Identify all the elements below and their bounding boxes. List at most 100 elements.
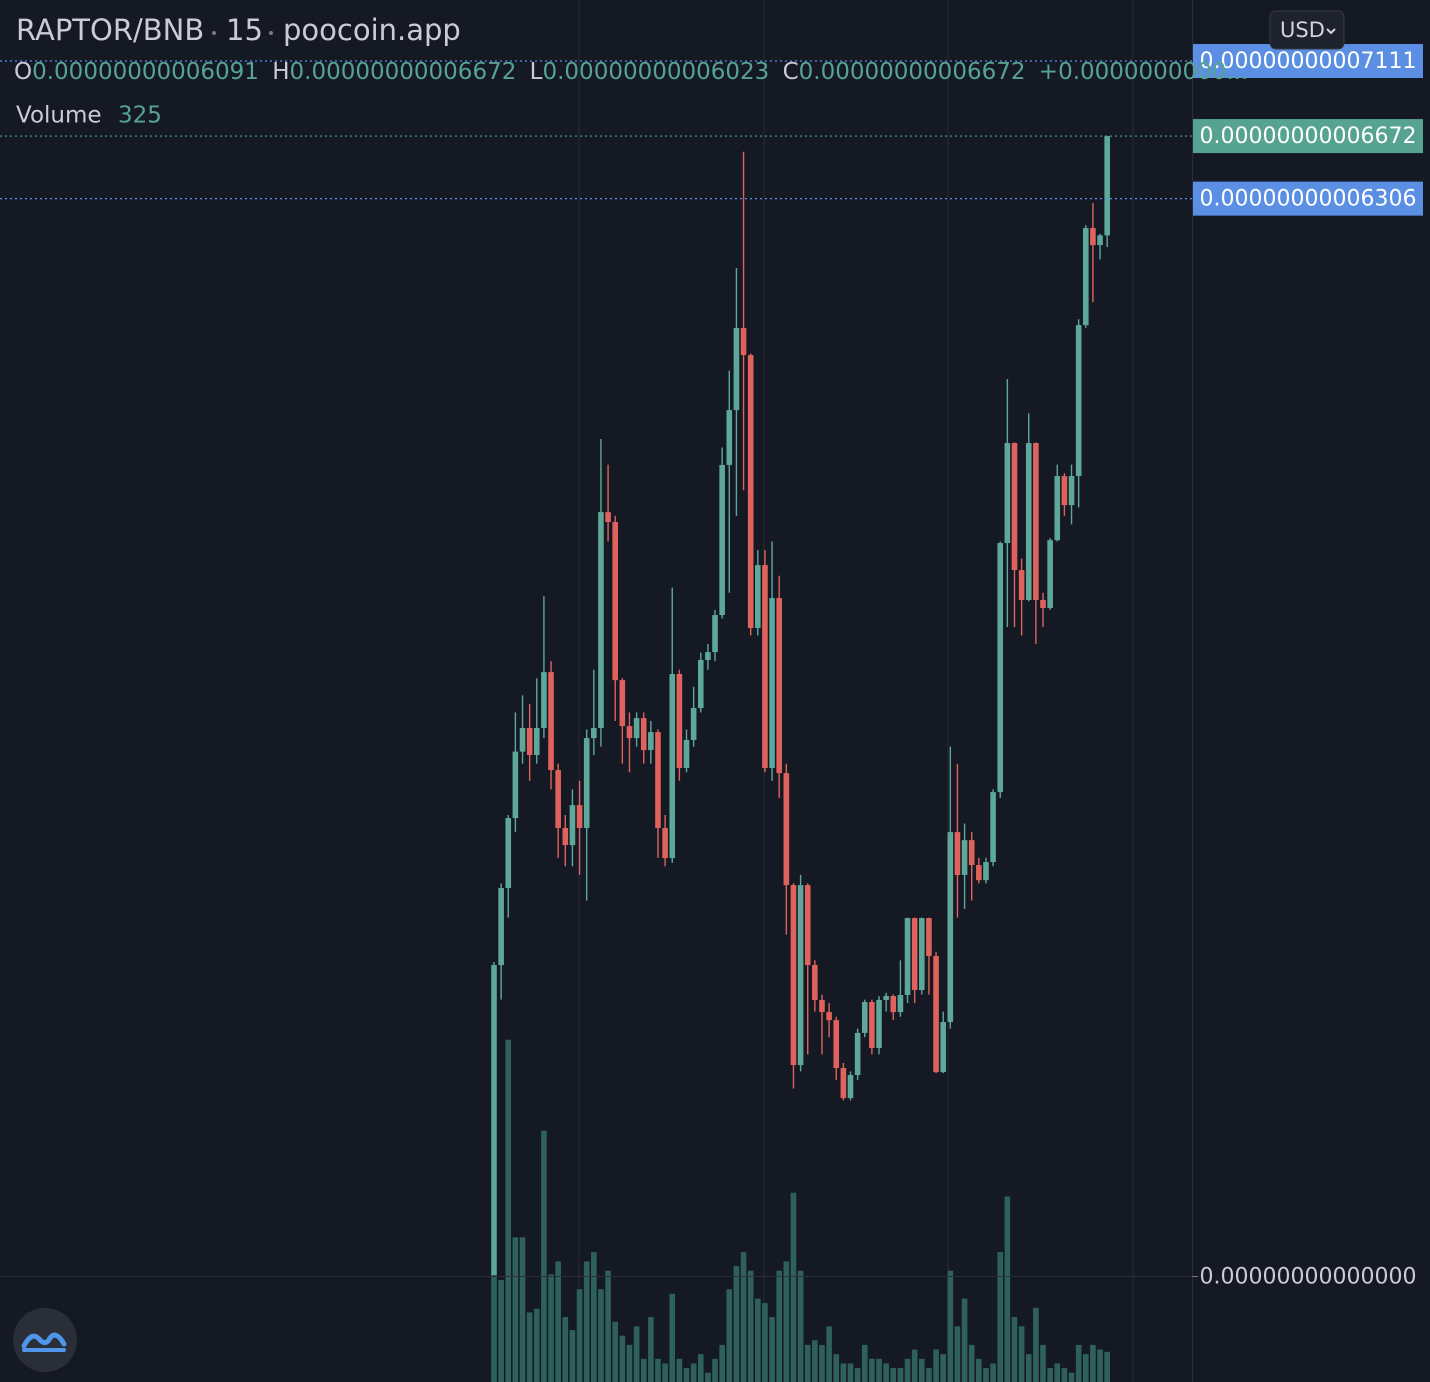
volume-bar xyxy=(740,1252,747,1382)
candle-body xyxy=(541,672,547,729)
currency-label[interactable]: USD xyxy=(1280,18,1325,42)
price-tag xyxy=(1193,181,1423,216)
candle-body xyxy=(1018,570,1025,600)
volume-bar xyxy=(890,1368,897,1382)
candle-body xyxy=(690,708,697,740)
candle-body xyxy=(911,918,918,991)
volume-bar xyxy=(640,1358,647,1382)
volume-bar xyxy=(648,1317,654,1382)
volume-bar xyxy=(690,1363,697,1382)
volume-bar xyxy=(733,1266,740,1382)
candle-body xyxy=(598,512,604,729)
candle-body xyxy=(533,728,540,756)
interval: 15 xyxy=(226,13,263,47)
candle-body xyxy=(797,885,804,1066)
volume-bar xyxy=(926,1368,932,1382)
y-tick-label: 0.00000000000000 xyxy=(1200,1265,1417,1290)
candle-body xyxy=(976,865,982,881)
price-tag-label: 0.00000000007111 xyxy=(1200,49,1417,74)
legend-change: +0.0000000000... xyxy=(1039,59,1248,85)
volume-bar xyxy=(1097,1349,1103,1382)
volume-bar xyxy=(883,1363,889,1382)
volume-bars xyxy=(491,1039,1110,1382)
candle-body xyxy=(747,355,754,629)
volume-bar xyxy=(747,1270,754,1382)
candle-body xyxy=(1090,228,1096,246)
candle-body xyxy=(548,672,554,771)
price-tag-label: 0.00000000006306 xyxy=(1200,187,1417,212)
logo-bg[interactable] xyxy=(13,1308,77,1372)
volume-bar xyxy=(769,1317,775,1382)
volume-bar xyxy=(548,1274,554,1382)
volume-bar xyxy=(1033,1307,1039,1382)
volume-bar xyxy=(569,1330,576,1382)
candle-body xyxy=(861,1002,868,1033)
volume-bar xyxy=(847,1363,854,1382)
candle-body xyxy=(840,1067,847,1099)
volume-bar xyxy=(1018,1326,1025,1382)
volume-bar xyxy=(491,1274,497,1382)
price-tag xyxy=(1193,119,1423,154)
volume-value: 325 xyxy=(118,103,162,129)
volume-bar xyxy=(976,1358,982,1382)
legend-value: 0.00000000006091 xyxy=(32,59,259,85)
currency-button-bg[interactable] xyxy=(1269,10,1345,50)
candle-body xyxy=(1040,599,1046,609)
candle-body xyxy=(583,738,590,829)
legend-value: 0.00000000006672 xyxy=(290,59,517,85)
candle-body xyxy=(762,565,768,769)
candle-body xyxy=(640,718,647,751)
candle-body xyxy=(790,885,797,1066)
volume-bar xyxy=(498,1279,504,1382)
candle-body xyxy=(576,805,583,829)
logo[interactable] xyxy=(13,1308,77,1372)
candle-body xyxy=(804,885,811,966)
candle-body xyxy=(769,598,775,769)
volume-bar xyxy=(605,1270,611,1382)
volume-bar xyxy=(512,1237,519,1382)
candle-body xyxy=(697,659,704,709)
volume-bar xyxy=(1068,1372,1075,1382)
chevron[interactable] xyxy=(1326,28,1336,35)
candle-body xyxy=(562,828,569,846)
volume-bar xyxy=(933,1349,939,1382)
candle-body xyxy=(683,739,690,769)
volume-bar xyxy=(840,1363,847,1382)
logo-icon[interactable] xyxy=(21,1332,67,1349)
candle-body xyxy=(676,673,683,769)
candle-body xyxy=(626,726,633,739)
volume-bar xyxy=(669,1293,676,1382)
candle-body xyxy=(555,770,561,829)
candle-body xyxy=(648,732,654,751)
candle-body xyxy=(869,1002,875,1048)
candle-body xyxy=(505,818,512,889)
volume-bar xyxy=(790,1192,797,1382)
candle-body xyxy=(826,1012,832,1021)
volume-bar xyxy=(576,1289,583,1382)
candle-body xyxy=(954,832,961,876)
candle-body xyxy=(519,728,526,752)
volume-bar xyxy=(904,1358,911,1382)
separator xyxy=(212,31,216,35)
candle-body xyxy=(854,1032,861,1076)
volume-bar xyxy=(911,1349,918,1382)
candle-body xyxy=(947,832,954,1023)
candle-body xyxy=(498,888,504,966)
candles xyxy=(491,136,1110,1275)
price-tag-label: 0.00000000006672 xyxy=(1200,124,1417,149)
candle-body xyxy=(726,410,733,465)
volume-bar xyxy=(719,1344,725,1382)
candle-body xyxy=(705,652,711,660)
candle-body xyxy=(990,792,996,863)
volume-bar xyxy=(1054,1363,1061,1382)
candle-body xyxy=(491,965,497,1275)
volume-bar xyxy=(968,1344,975,1382)
candle-body xyxy=(719,464,725,616)
candle-body xyxy=(940,1022,946,1073)
currency-button[interactable]: USD xyxy=(1269,10,1345,50)
volume-bar xyxy=(683,1368,690,1382)
volume-bar xyxy=(583,1261,590,1382)
volume-bar xyxy=(940,1354,946,1382)
